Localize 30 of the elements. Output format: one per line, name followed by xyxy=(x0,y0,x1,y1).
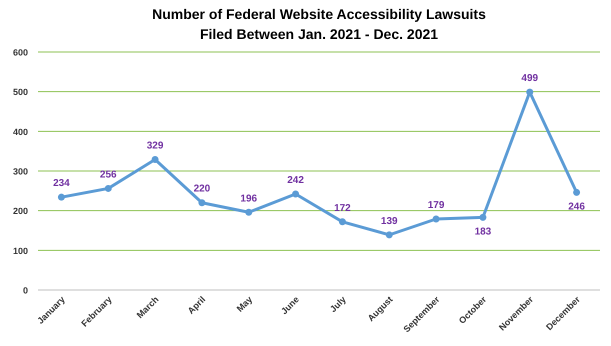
data-label: 220 xyxy=(194,184,211,195)
point xyxy=(292,190,300,198)
data-label: 196 xyxy=(240,193,258,204)
data-label: 329 xyxy=(146,140,164,152)
point xyxy=(479,214,486,221)
point xyxy=(386,231,393,238)
point xyxy=(152,156,159,163)
data-label: 234 xyxy=(53,178,70,190)
point xyxy=(573,188,580,196)
chart-title: Number of Federal Website Accessibility Lawsuits Filed Between Jan. 2021 - Dec. 2021 xyxy=(152,6,486,42)
point xyxy=(245,208,252,216)
data-label: 139 xyxy=(380,216,398,227)
data-label: 179 xyxy=(428,200,445,211)
y-tick-label: 600 xyxy=(12,48,28,58)
point xyxy=(58,194,65,201)
y-tick-label: 100 xyxy=(12,246,28,256)
y-tick-label: 500 xyxy=(12,87,28,98)
data-label: 499 xyxy=(521,73,539,84)
point xyxy=(338,218,346,226)
y-tick-label: 300 xyxy=(12,166,28,176)
y-tick-label: 0 xyxy=(22,286,28,296)
point xyxy=(104,184,112,192)
point xyxy=(198,199,206,206)
y-tick-label: 200 xyxy=(12,206,28,216)
data-label: 242 xyxy=(287,175,304,186)
data-label: 183 xyxy=(474,226,492,238)
point xyxy=(432,215,440,222)
y-tick-label: 400 xyxy=(12,126,28,137)
data-label: 246 xyxy=(568,201,586,212)
data-label: 256 xyxy=(100,169,118,180)
